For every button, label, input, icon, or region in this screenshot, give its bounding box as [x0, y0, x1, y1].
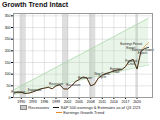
svg-text:300: 300 [5, 26, 11, 30]
svg-text:FinancialCrisis: FinancialCrisis [125, 59, 137, 66]
svg-text:0: 0 [9, 96, 11, 100]
html-text:S&P 500 earnings & Estimates a: S&P 500 earnings & Estimates as of Q3 2/… [60, 105, 141, 110]
svg-text:Expansion: Expansion [28, 88, 42, 92]
svg-text:1990: 1990 [17, 100, 25, 104]
svg-text:200: 200 [5, 49, 11, 53]
html-text:Earnings Growth: Earnings Growth [131, 48, 154, 52]
svg-text:1993: 1993 [29, 100, 37, 104]
svg-text:New Cross-Cycle: New Cross-Cycle [94, 72, 110, 79]
svg-text:250: 250 [5, 37, 11, 41]
svg-text:2008: 2008 [87, 100, 95, 104]
svg-text:100: 100 [5, 72, 11, 76]
svg-text:Recession: Recession [78, 76, 92, 80]
svg-text:Earnings PersistExpect.: Earnings PersistExpect. [120, 42, 142, 49]
svg-text:1999: 1999 [52, 100, 60, 104]
svg-text:Recession: Recession [66, 83, 80, 87]
html-text:Earnings Growth Trend: Earnings Growth Trend [63, 110, 105, 115]
html-text:Growth Trend Intact: Growth Trend Intact [2, 1, 69, 8]
svg-text:50: 50 [7, 84, 11, 88]
svg-text:150: 150 [5, 61, 11, 65]
html-text:Expect.: Expect. [137, 51, 148, 56]
svg-text:2005: 2005 [75, 100, 83, 104]
svg-text:Recession: Recession [49, 82, 63, 86]
svg-text:350: 350 [5, 14, 11, 18]
svg-text:2017: 2017 [122, 100, 130, 104]
html-text:Recessions: Recessions [28, 105, 49, 110]
svg-text:2014: 2014 [110, 100, 118, 104]
svg-text:2002: 2002 [64, 100, 72, 104]
svg-text:EarningsPeak: EarningsPeak [110, 67, 122, 74]
svg-text:2011: 2011 [99, 100, 107, 104]
svg-text:Recession: Recession [11, 89, 26, 94]
svg-text:1996: 1996 [40, 100, 48, 104]
svg-text:2020: 2020 [133, 100, 141, 104]
